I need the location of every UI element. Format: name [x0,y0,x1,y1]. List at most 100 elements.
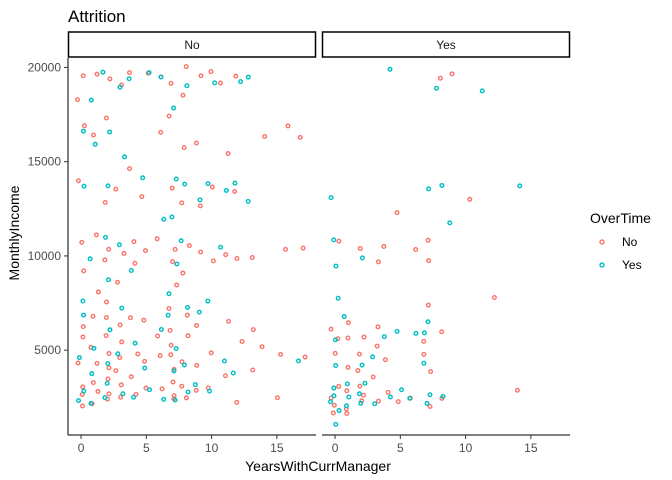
data-point [336,408,342,414]
data-point [179,359,185,365]
y-tick-label: 15000 [28,155,62,169]
data-point [88,400,94,406]
y-tick-label: 10000 [28,249,62,263]
data-point [421,360,427,366]
facet-panel-no: No 5000 10000 15000 20000 0 5 10 15 [28,31,317,455]
data-point [120,391,126,397]
data-point [449,71,455,77]
data-point [79,239,85,245]
data-point [193,140,199,146]
facet-strip [67,31,317,58]
data-point [387,66,393,72]
data-point [93,232,99,238]
data-point [128,374,134,380]
data-point [128,267,134,273]
data-point [344,388,350,394]
x-tick-label: 0 [332,441,339,455]
data-point [427,403,433,409]
data-point [356,391,362,397]
data-point [184,83,190,89]
data-point [81,388,87,394]
y-axis-title: MonthlyIncome [6,185,22,280]
data-point [358,400,364,406]
data-point [118,394,124,400]
data-point [94,360,100,366]
data-point [173,176,179,182]
data-point [173,345,179,351]
data-point [250,327,256,333]
data-point [81,312,87,318]
data-point [91,345,97,351]
data-point [331,385,337,391]
data-point [181,145,187,151]
data-point [92,141,98,147]
facet-strip [321,31,571,58]
facet-panels: No 5000 10000 15000 20000 0 5 10 15 Yes 0 5 10 15 [28,31,571,455]
data-point [330,410,336,416]
data-point [413,330,419,336]
data-point [90,380,96,386]
data-point [197,203,203,209]
data-point [174,261,180,267]
data-point [157,353,163,359]
data-point [421,338,427,344]
data-point [105,277,111,283]
plot-title: Attrition [68,7,126,26]
data-point [359,255,365,261]
data-point [141,317,147,323]
data-point [179,200,185,206]
data-point [185,389,191,395]
data-point [166,305,172,311]
data-point [88,97,94,103]
data-point [375,259,381,265]
data-point [103,315,109,321]
data-point [143,385,149,391]
data-point [186,243,192,249]
data-point [139,194,145,200]
data-point [113,368,119,374]
data-point [89,371,95,377]
data-point [76,398,82,404]
data-point [357,383,363,389]
data-point [142,248,148,254]
data-point [372,401,378,407]
data-point [126,76,132,82]
data-point [345,320,351,326]
data-point [147,387,153,393]
data-point [126,70,132,76]
data-point [395,399,401,405]
data-point [171,105,177,111]
x-axis-title: YearsWithCurrManager [245,458,391,474]
data-point [361,334,367,340]
data-point [198,249,204,255]
data-point [90,313,96,319]
data-point [205,181,211,187]
data-point [385,389,391,395]
facet-strip-label: Yes [436,38,456,52]
data-point [75,97,81,103]
data-point [122,154,128,160]
data-point [166,291,172,297]
data-point [221,358,227,364]
data-point [114,279,120,285]
data-point [106,391,112,397]
data-point [382,357,388,363]
data-point [183,64,189,70]
data-point [239,339,245,345]
data-point [439,329,445,335]
data-point [344,403,350,409]
data-point [180,270,186,276]
data-point [181,362,187,368]
data-point [440,393,446,399]
data-point [102,395,108,401]
data-point [197,197,203,203]
data-point [209,184,215,190]
data-point [105,361,111,367]
data-point [76,355,82,361]
data-point [196,309,202,315]
legend-items: No Yes [599,235,642,272]
data-point [232,180,238,186]
data-point [212,80,218,86]
data-point [94,71,100,77]
data-point [126,166,132,172]
